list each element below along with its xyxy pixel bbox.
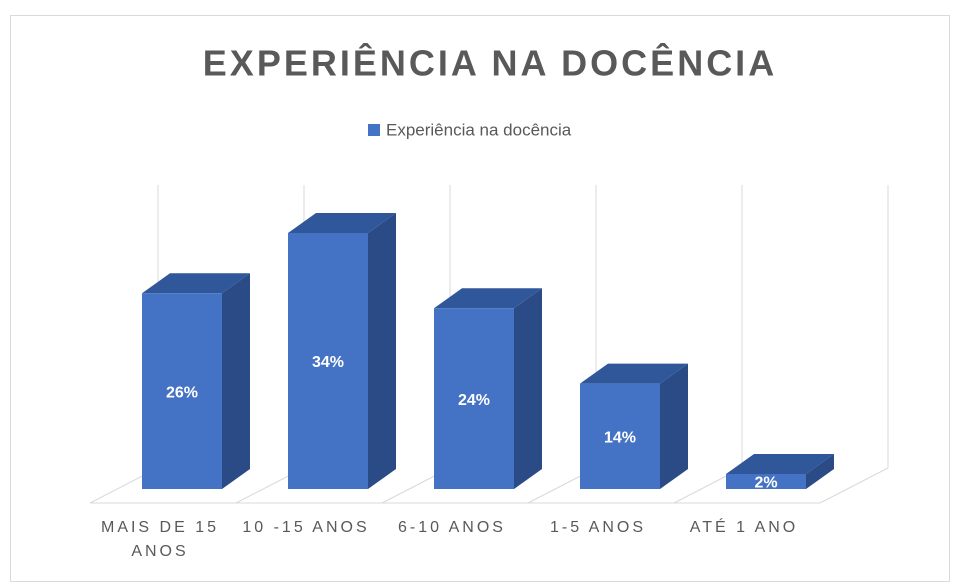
bar-side xyxy=(806,453,834,489)
data-label: 24% xyxy=(458,392,490,409)
data-label: 34% xyxy=(312,354,344,371)
x-tick-label: MAIS DE 15 ANOS xyxy=(100,519,220,560)
bar-side xyxy=(368,213,396,489)
bar xyxy=(726,453,834,489)
bar-front xyxy=(434,308,514,489)
bar xyxy=(142,273,250,489)
data-label: 14% xyxy=(604,430,636,447)
bar xyxy=(288,213,396,489)
bar-top xyxy=(142,273,250,294)
bar-side xyxy=(222,273,250,489)
bar-top xyxy=(434,288,542,309)
bar-side xyxy=(514,288,542,489)
x-tick-label: 1-5 ANOS xyxy=(549,519,647,536)
bar xyxy=(580,363,688,489)
bar-top xyxy=(288,213,396,233)
bar-top xyxy=(726,453,834,474)
x-tick-label: 6-10 ANOS xyxy=(398,519,506,536)
bar-top xyxy=(580,363,688,384)
x-tick-label: ATÉ 1 ANO xyxy=(689,519,799,536)
legend-label: Experiência na docência xyxy=(386,120,572,139)
legend-swatch xyxy=(368,124,380,136)
bar-front xyxy=(288,233,368,489)
bar-front xyxy=(580,383,660,489)
data-label: 2% xyxy=(754,475,777,492)
bar-side xyxy=(660,363,688,489)
bar-front xyxy=(726,473,806,489)
bar-front xyxy=(142,293,222,489)
data-label: 26% xyxy=(166,384,198,401)
chart-title: EXPERIÊNCIA NA DOCÊNCIA xyxy=(203,42,777,84)
bar xyxy=(434,288,542,489)
floor-line xyxy=(819,467,889,504)
x-tick-label: 10 -15 ANOS xyxy=(242,519,370,536)
